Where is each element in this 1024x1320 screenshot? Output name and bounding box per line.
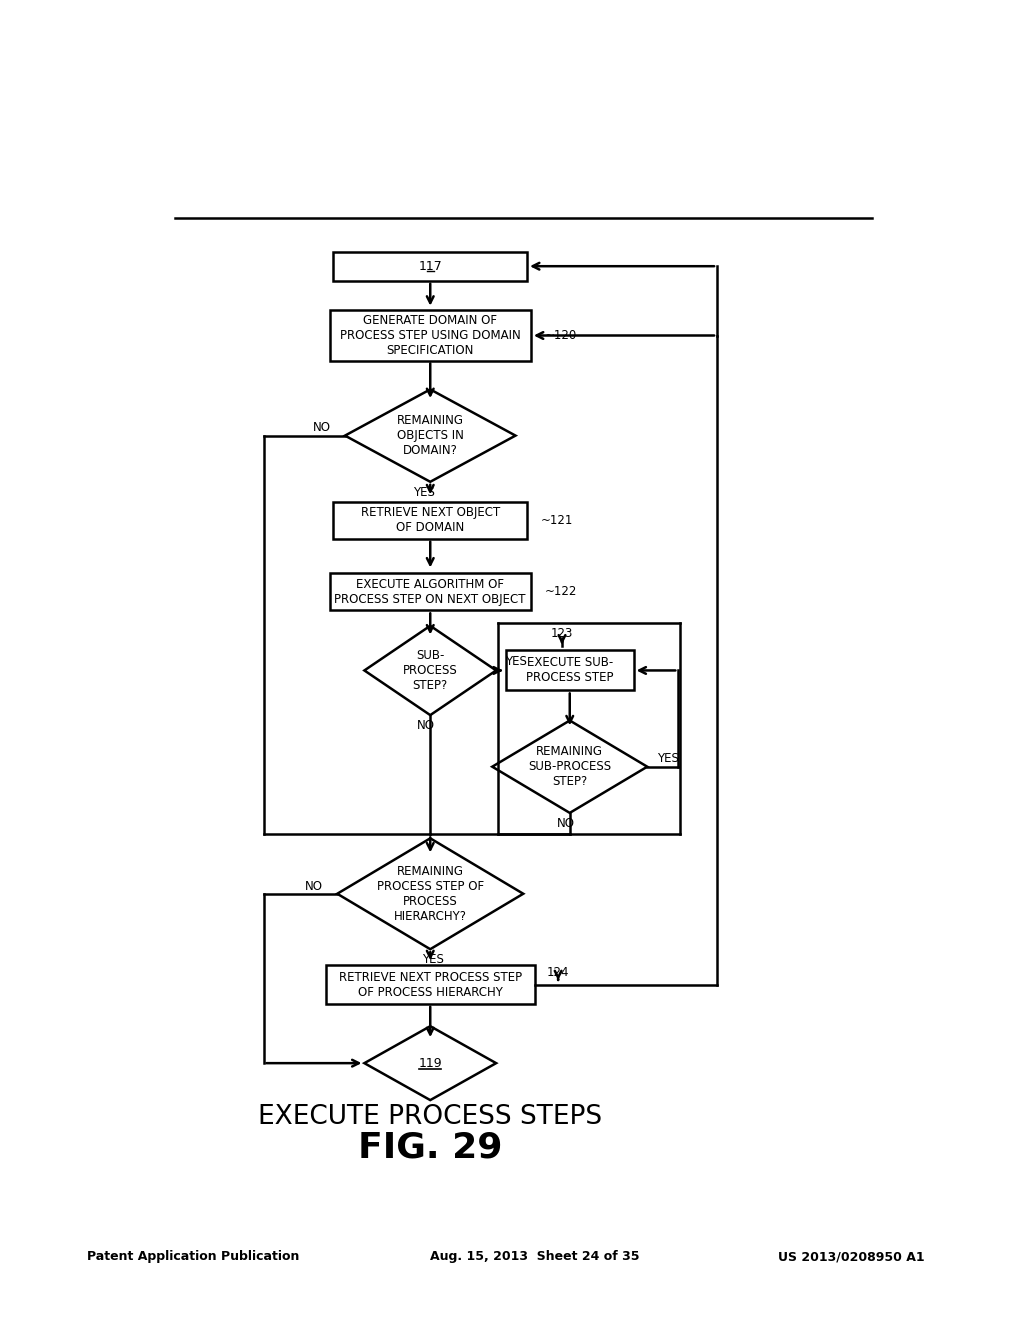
Text: GENERATE DOMAIN OF
PROCESS STEP USING DOMAIN
SPECIFICATION: GENERATE DOMAIN OF PROCESS STEP USING DO…: [340, 314, 520, 356]
Text: RETRIEVE NEXT OBJECT
OF DOMAIN: RETRIEVE NEXT OBJECT OF DOMAIN: [360, 507, 500, 535]
Text: REMAINING
SUB-PROCESS
STEP?: REMAINING SUB-PROCESS STEP?: [528, 746, 611, 788]
Text: YES: YES: [413, 486, 435, 499]
Text: NO: NO: [418, 719, 435, 733]
Text: REMAINING
OBJECTS IN
DOMAIN?: REMAINING OBJECTS IN DOMAIN?: [396, 414, 464, 457]
Text: EXECUTE SUB-
PROCESS STEP: EXECUTE SUB- PROCESS STEP: [526, 656, 613, 685]
Bar: [506, 651, 634, 690]
Text: YES: YES: [656, 752, 679, 766]
Text: ~121: ~121: [541, 513, 573, 527]
Text: REMAINING
PROCESS STEP OF
PROCESS
HIERARCHY?: REMAINING PROCESS STEP OF PROCESS HIERAR…: [377, 865, 483, 923]
Bar: [334, 252, 527, 281]
Text: 119: 119: [419, 1056, 442, 1069]
Text: ~122: ~122: [545, 585, 578, 598]
Text: YES: YES: [506, 655, 527, 668]
Polygon shape: [365, 1026, 496, 1100]
Text: US 2013/0208950 A1: US 2013/0208950 A1: [778, 1250, 925, 1263]
Polygon shape: [493, 721, 647, 813]
Bar: [326, 965, 535, 1003]
Text: 124: 124: [547, 966, 569, 979]
Text: Patent Application Publication: Patent Application Publication: [87, 1250, 299, 1263]
Text: NO: NO: [305, 879, 324, 892]
Bar: [330, 573, 531, 610]
Text: EXECUTE PROCESS STEPS: EXECUTE PROCESS STEPS: [258, 1104, 602, 1130]
Text: 123: 123: [551, 627, 573, 640]
Bar: [334, 502, 527, 539]
Text: NO: NO: [557, 817, 574, 830]
Text: Aug. 15, 2013  Sheet 24 of 35: Aug. 15, 2013 Sheet 24 of 35: [430, 1250, 640, 1263]
Polygon shape: [337, 838, 523, 949]
Text: SUB-
PROCESS
STEP?: SUB- PROCESS STEP?: [402, 649, 458, 692]
Text: NO: NO: [313, 421, 331, 434]
Text: ~120: ~120: [545, 329, 578, 342]
Bar: [330, 310, 531, 360]
Text: 117: 117: [419, 260, 442, 273]
Polygon shape: [365, 626, 496, 715]
Polygon shape: [345, 389, 515, 482]
Text: FIG. 29: FIG. 29: [358, 1131, 503, 1164]
Text: EXECUTE ALGORITHM OF
PROCESS STEP ON NEXT OBJECT: EXECUTE ALGORITHM OF PROCESS STEP ON NEX…: [335, 578, 526, 606]
Text: YES: YES: [423, 953, 444, 966]
Text: RETRIEVE NEXT PROCESS STEP
OF PROCESS HIERARCHY: RETRIEVE NEXT PROCESS STEP OF PROCESS HI…: [339, 970, 522, 999]
